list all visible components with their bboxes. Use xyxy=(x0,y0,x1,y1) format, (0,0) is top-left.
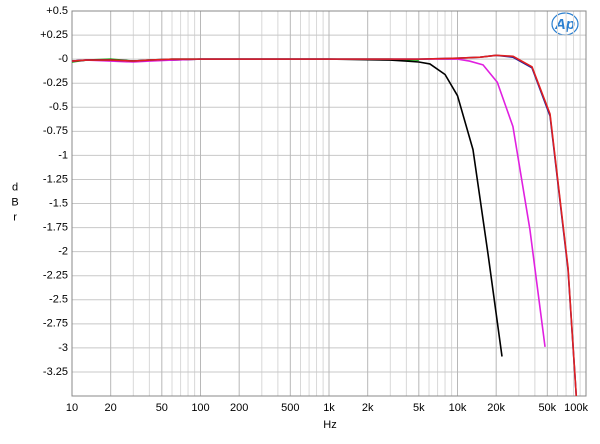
x-tick-label: 500 xyxy=(281,402,299,414)
x-tick-label: 1k xyxy=(323,402,335,414)
x-tick-label: 5k xyxy=(413,402,425,414)
logo: Ap xyxy=(554,16,575,33)
y-tick-label: -1.5 xyxy=(49,197,68,209)
y-tick-label: -0.5 xyxy=(49,101,68,113)
y-tick-label: -1.75 xyxy=(43,221,68,233)
x-tick-label: 200 xyxy=(230,402,248,414)
x-tick-label: 100 xyxy=(191,402,209,414)
series-line xyxy=(71,54,578,397)
y-tick-label: +0.25 xyxy=(40,29,68,41)
y-tick-label: -0 xyxy=(58,53,68,65)
x-tick-label: 10k xyxy=(449,402,467,414)
y-tick-label: -2.75 xyxy=(43,318,68,330)
x-tick-label: 20k xyxy=(487,402,505,414)
plot-frame xyxy=(71,10,587,397)
y-tick-label: -1.25 xyxy=(43,173,68,185)
y-tick-label: -3 xyxy=(58,342,68,354)
y-tick-label: -2 xyxy=(58,246,68,258)
x-tick-label: 50k xyxy=(538,402,556,414)
x-tick-label: 2k xyxy=(362,402,374,414)
y-tick-label: -2.25 xyxy=(43,270,68,282)
x-tick-label: 50 xyxy=(156,402,168,414)
y-tick-label: -0.75 xyxy=(43,125,68,137)
y-tick-label: -1 xyxy=(58,149,68,161)
y-tick-label: -2.5 xyxy=(49,294,68,306)
x-tick-label: 20 xyxy=(105,402,117,414)
x-tick-label: 10 xyxy=(66,402,78,414)
y-tick-label: +0.5 xyxy=(46,5,68,17)
y-tick-label: -0.25 xyxy=(43,77,68,89)
x-axis-label: Hz xyxy=(323,419,336,431)
y-axis-label: dBr xyxy=(9,182,21,227)
x-tick-label: 100k xyxy=(564,402,588,414)
y-tick-label: -3.25 xyxy=(43,366,68,378)
